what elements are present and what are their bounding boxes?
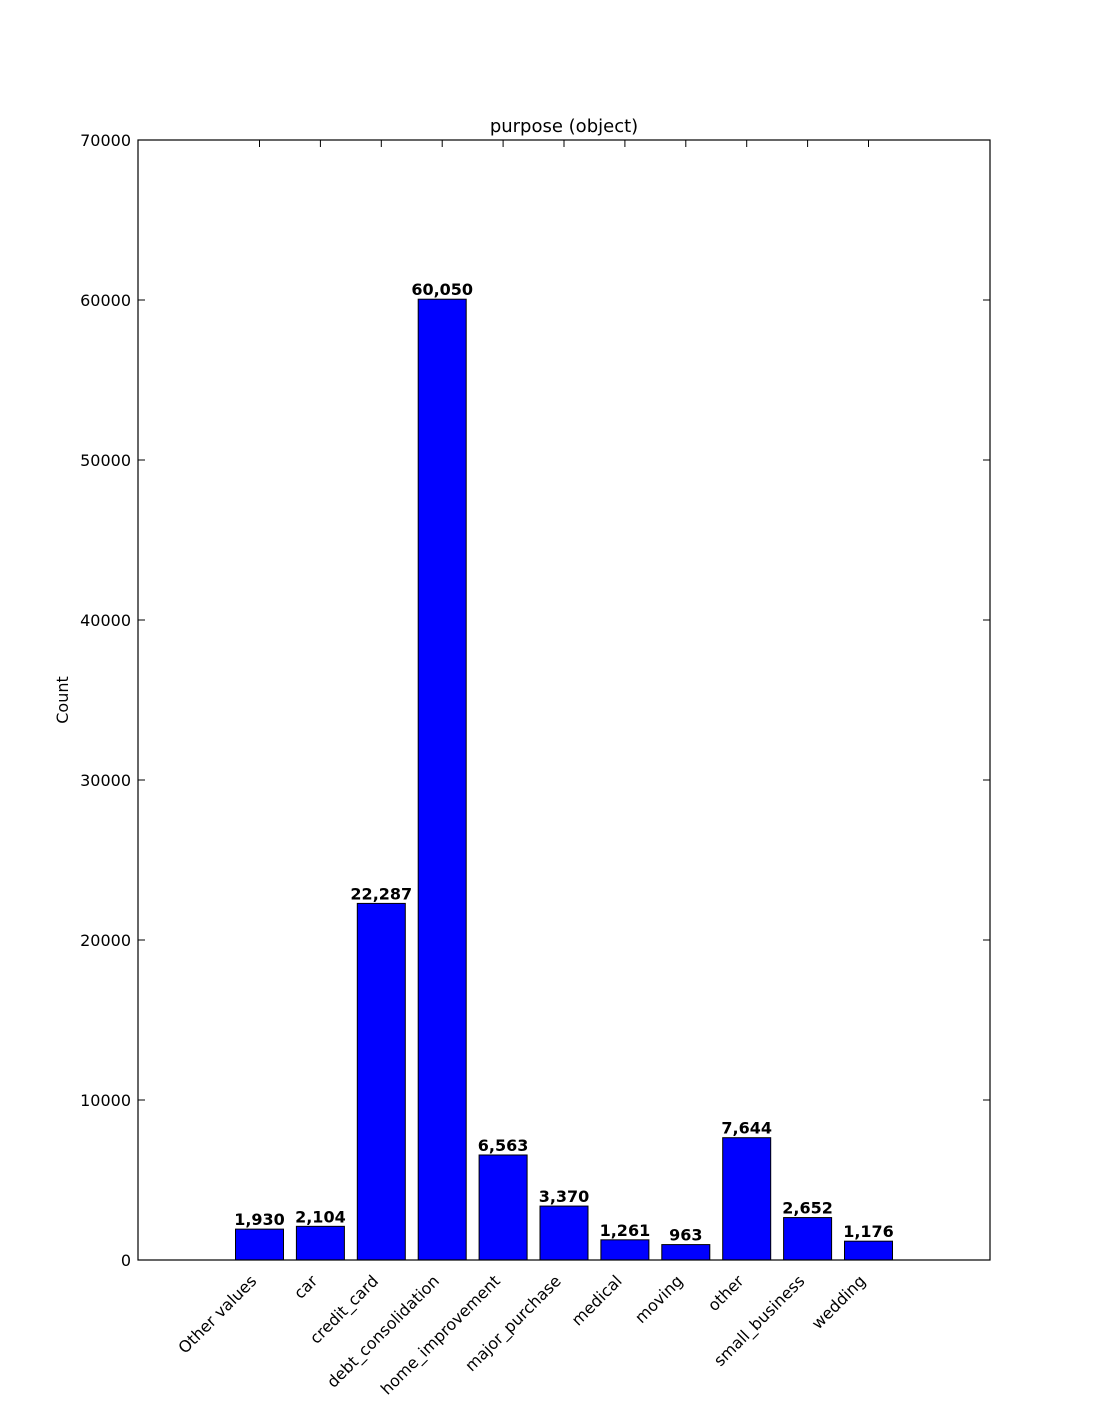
bar (295, 1225, 345, 1261)
bar (722, 1137, 772, 1261)
x-tick-label: medical (568, 1271, 626, 1329)
bar-value-label: 6,563 (478, 1136, 529, 1155)
axis-ticks: 0 10000 20000 30000 40000 50000 60000 70000 (80, 131, 990, 1270)
bar-value-label: 2,104 (295, 1207, 346, 1226)
y-tick-label: 0 (121, 1251, 131, 1270)
bar-value-label: 60,050 (411, 280, 473, 299)
bar (417, 298, 467, 1261)
bar-value-label: 2,652 (782, 1199, 833, 1218)
bar (844, 1240, 893, 1261)
x-tick-label: car (290, 1271, 322, 1303)
plot-frame (137, 139, 991, 1261)
bar (478, 1154, 528, 1261)
y-tick-label: 60000 (80, 291, 131, 310)
y-tick-label: 40000 (80, 611, 131, 630)
y-tick-label: 10000 (80, 1091, 131, 1110)
bar (661, 1244, 711, 1261)
bar (600, 1239, 650, 1261)
y-tick-label: 50000 (80, 451, 131, 470)
bar-value-label: 7,644 (721, 1119, 772, 1138)
bar-value-label: 963 (669, 1226, 702, 1245)
y-tick-label: 20000 (80, 931, 131, 950)
x-tick-label: Other values (174, 1271, 260, 1357)
y-tick-label: 30000 (80, 771, 131, 790)
x-tick-label: home_improvement (377, 1271, 505, 1399)
bar (539, 1205, 589, 1261)
x-tick-label: debt_consolidation (323, 1271, 444, 1392)
y-axis-label: Count (53, 676, 72, 724)
bar-value-label: 1,930 (234, 1210, 285, 1229)
bar-value-label: 22,287 (350, 884, 412, 903)
bar-value-labels: 1,930 2,104 22,287 60,050 6,563 3,370 1,261 963… (234, 280, 894, 1244)
bar (356, 902, 406, 1261)
bar-value-label: 3,370 (539, 1187, 590, 1206)
bar (783, 1217, 833, 1261)
x-tick-labels: Other values carcredit_carddebt_consolida… (174, 1271, 869, 1399)
x-tick-label: moving (631, 1271, 687, 1327)
bar-value-label: 1,176 (843, 1222, 894, 1241)
bar-value-label: 1,261 (600, 1221, 651, 1240)
bars (235, 298, 893, 1261)
bar (235, 1228, 284, 1261)
x-tick-label: wedding (808, 1271, 870, 1333)
chart-title: purpose (object) (490, 116, 638, 137)
x-tick-label: other (704, 1271, 748, 1315)
y-tick-label: 70000 (80, 131, 131, 150)
